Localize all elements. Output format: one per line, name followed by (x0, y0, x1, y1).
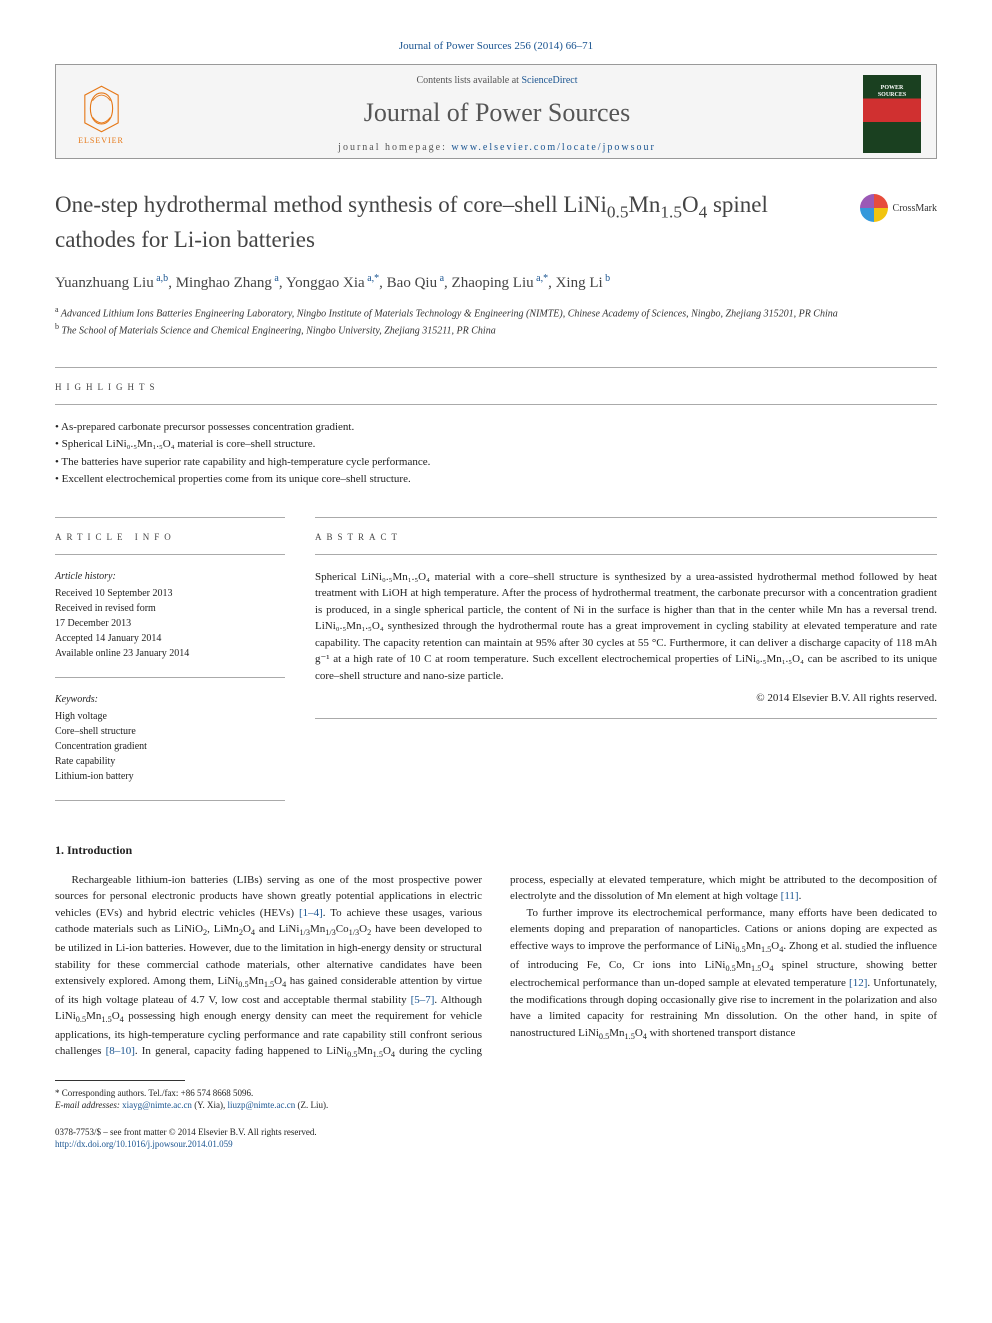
email-link[interactable]: xiayg@nimte.ac.cn (122, 1100, 192, 1110)
highlights-label: HIGHLIGHTS (55, 382, 937, 392)
highlights-list: As-prepared carbonate precursor possesse… (55, 419, 937, 489)
journal-cover-thumb (863, 75, 921, 153)
article-title: One-step hydrothermal method synthesis o… (55, 189, 840, 255)
body-text: Rechargeable lithium-ion batteries (LIBs… (55, 872, 937, 1062)
ref-link[interactable]: [5–7] (411, 994, 435, 1006)
page-footer: 0378-7753/$ – see front matter © 2014 El… (55, 1126, 482, 1151)
affiliations: a Advanced Lithium Ions Batteries Engine… (55, 304, 937, 339)
divider (55, 404, 937, 405)
ref-link[interactable]: [11] (781, 890, 799, 902)
journal-name: Journal of Power Sources (131, 98, 863, 128)
homepage-link[interactable]: www.elsevier.com/locate/jpowsour (451, 142, 655, 153)
footnote-divider (55, 1080, 185, 1081)
abstract-text: Spherical LiNi₀.₅Mn₁.₅O₄ material with a… (315, 569, 937, 685)
highlight-item: The batteries have superior rate capabil… (55, 454, 937, 472)
ref-link[interactable]: [12] (849, 977, 867, 989)
article-history: Article history: Received 10 September 2… (55, 569, 285, 661)
author-list: Yuanzhuang Liu a,b, Minghao Zhang a, Yon… (55, 273, 937, 292)
copyright-line: © 2014 Elsevier B.V. All rights reserved… (315, 692, 937, 704)
highlight-item: Spherical LiNi₀.₅Mn₁.₅O₄ material is cor… (55, 436, 937, 454)
contents-line: Contents lists available at ScienceDirec… (131, 75, 863, 86)
abstract-label: ABSTRACT (315, 532, 937, 542)
corresponding-footnote: * Corresponding authors. Tel./fax: +86 5… (55, 1087, 482, 1112)
email-link[interactable]: liuzp@nimte.ac.cn (228, 1100, 296, 1110)
crossmark-badge[interactable]: CrossMark (860, 194, 937, 222)
doi-link[interactable]: http://dx.doi.org/10.1016/j.jpowsour.201… (55, 1139, 233, 1149)
paper-page: Journal of Power Sources 256 (2014) 66–7… (0, 0, 992, 1181)
keywords-block: Keywords: High voltage Core–shell struct… (55, 692, 285, 784)
abstract-column: ABSTRACT Spherical LiNi₀.₅Mn₁.₅O₄ materi… (315, 517, 937, 815)
highlight-item: As-prepared carbonate precursor possesse… (55, 419, 937, 437)
body-para: To further improve its electrochemical p… (510, 905, 937, 1043)
article-info-label: ARTICLE INFO (55, 532, 285, 542)
ref-link[interactable]: [1–4] (299, 907, 323, 919)
crossmark-label: CrossMark (893, 203, 937, 214)
homepage-line: journal homepage: www.elsevier.com/locat… (131, 142, 863, 153)
divider (55, 367, 937, 368)
crossmark-icon (860, 194, 888, 222)
sciencedirect-link[interactable]: ScienceDirect (521, 75, 577, 86)
publisher-name: ELSEVIER (78, 136, 124, 145)
article-info-column: ARTICLE INFO Article history: Received 1… (55, 517, 285, 815)
section-heading: 1. Introduction (55, 843, 937, 858)
journal-header: ELSEVIER Contents lists available at Sci… (55, 64, 937, 159)
elsevier-logo: ELSEVIER (71, 79, 131, 149)
highlight-item: Excellent electrochemical properties com… (55, 471, 937, 489)
citation-link[interactable]: Journal of Power Sources 256 (2014) 66–7… (55, 40, 937, 52)
ref-link[interactable]: [8–10] (106, 1045, 135, 1057)
